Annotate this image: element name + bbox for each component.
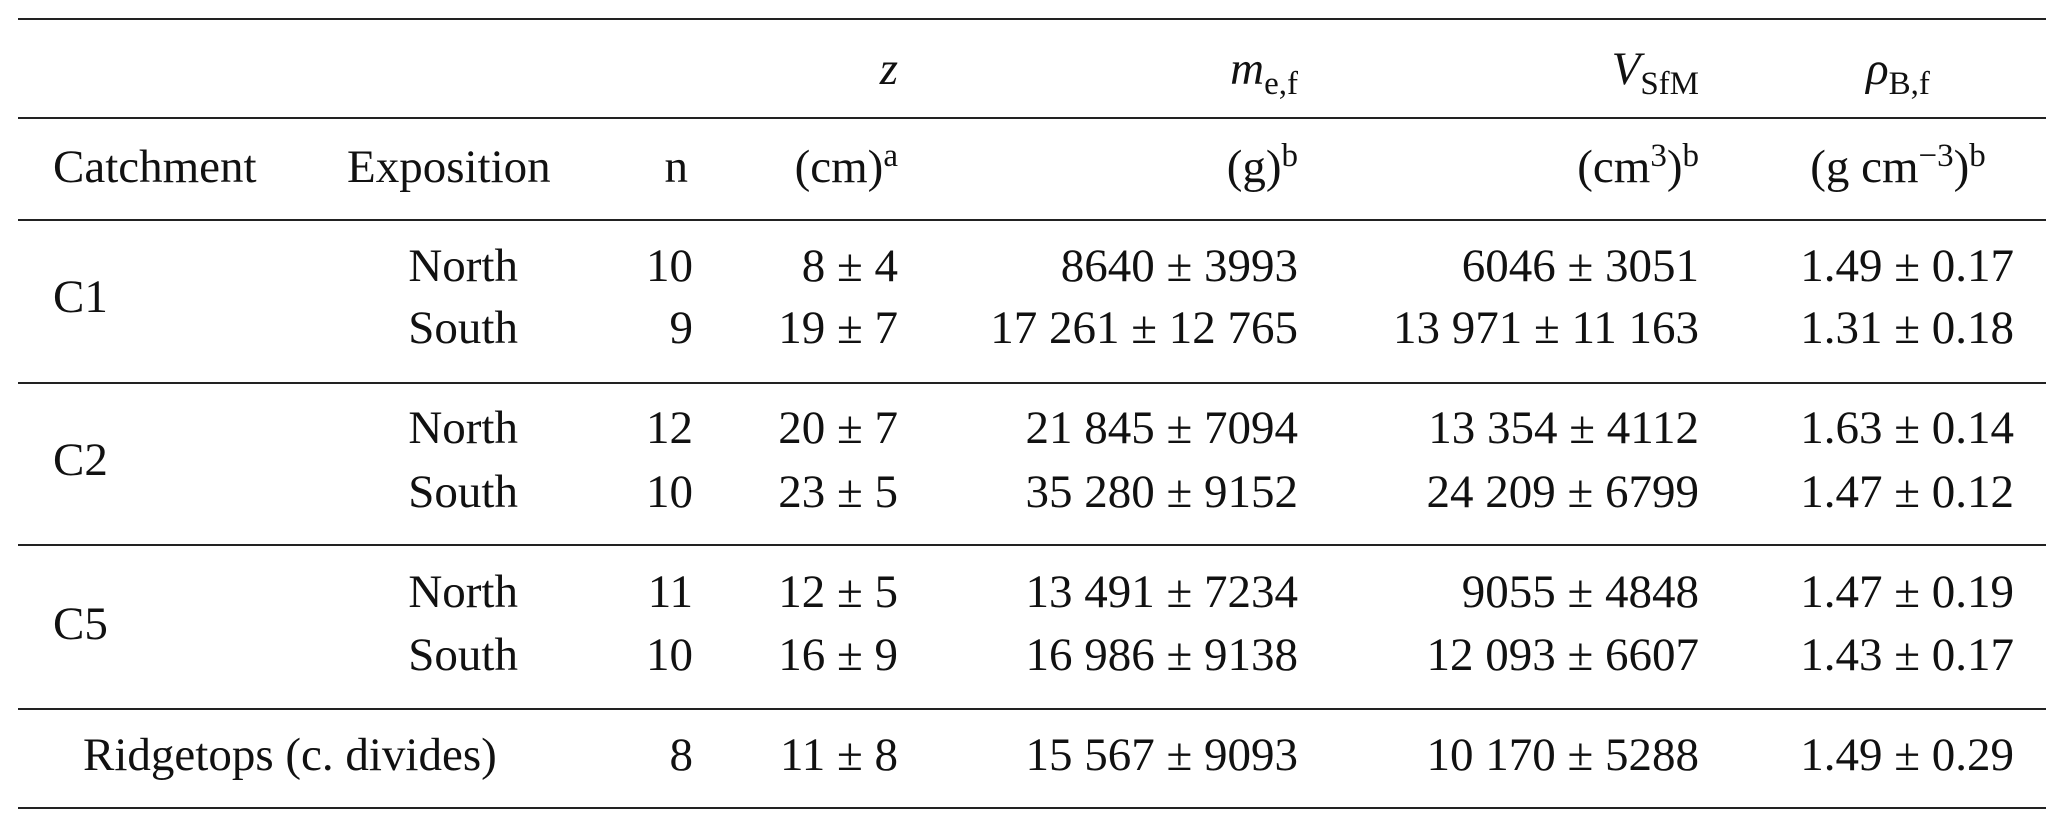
footnote-marker: b [1682,138,1700,174]
column-symbol: z [880,39,898,99]
value-cell: 19 ± 7 [778,302,898,354]
value-cell: 15 567 ± 9093 [1025,729,1298,781]
value-cell: 21 845 ± 7094 [1025,402,1298,454]
unit-exponent: 3 [1650,138,1667,174]
catchment-label: C5 [53,597,108,650]
value-cell: 8 ± 4 [801,240,898,292]
column-header: Catchment [53,141,257,193]
footnote-marker: a [883,138,898,174]
value-cell: 13 491 ± 7234 [1025,566,1298,618]
value-cell: 16 986 ± 9138 [1025,629,1298,681]
column-header: Exposition [347,141,551,193]
value-cell: 1.43 ± 0.17 [1800,629,2014,681]
exposition: North [408,240,518,292]
column-unit: (cm)a [795,137,898,197]
symbol-subscript: SfM [1640,66,1699,102]
value-cell: 10 170 ± 5288 [1426,729,1699,781]
column-unit: (cm3)b [1577,137,1699,197]
value-cell: 1.31 ± 0.18 [1800,302,2014,354]
unit: (g cm [1810,141,1919,193]
count-n: 10 [646,240,693,292]
table-rule [18,117,2046,119]
value-cell: 17 261 ± 12 765 [990,302,1298,354]
table-rule [18,708,2046,710]
symbol: ρ [1866,43,1889,95]
count-n: 10 [646,629,693,681]
value-cell: 9055 ± 4848 [1461,566,1699,618]
exposition: North [408,566,518,618]
column-symbol: ρB,f [1866,39,1930,102]
value-cell: 8640 ± 3993 [1060,240,1298,292]
symbol: z [879,43,898,95]
table-rule [18,544,2046,546]
column-unit: (g cm−3)b [1810,137,1986,197]
value-cell: 1.63 ± 0.14 [1800,402,2014,454]
symbol: V [1611,43,1641,95]
value-cell: 23 ± 5 [778,466,898,518]
unit-exponent: −3 [1918,138,1954,174]
unit: ) [1666,141,1683,193]
count-n: 8 [669,729,694,781]
value-cell: 24 209 ± 6799 [1426,466,1699,518]
value-cell: 6046 ± 3051 [1461,240,1699,292]
exposition: South [408,629,518,681]
unit: ) [1953,141,1970,193]
footnote-marker: b [1969,138,1986,174]
value-cell: 1.49 ± 0.17 [1800,240,2014,292]
table-rule [18,382,2046,384]
unit: (g) [1226,141,1282,193]
unit: (cm [1577,141,1651,193]
column-header it: n [664,141,689,193]
exposition: North [408,402,518,454]
count-n: 11 [647,566,693,618]
value-cell: 13 354 ± 4112 [1428,402,1699,454]
value-cell: 11 ± 8 [779,729,898,781]
value-cell: 13 971 ± 11 163 [1392,302,1699,354]
catchment-label: C2 [53,434,108,486]
exposition: South [408,302,518,354]
count-n: 9 [669,302,694,354]
value-cell: 16 ± 9 [778,629,898,681]
catchment-label: C1 [53,271,108,323]
table-rule [18,807,2046,809]
column-symbol: VSfM [1611,39,1699,102]
column-symbol: me,f [1230,39,1298,102]
count-n: 10 [646,466,693,518]
value-cell: 12 ± 5 [778,566,898,618]
value-cell: 1.47 ± 0.12 [1800,466,2014,518]
symbol: m [1230,43,1265,95]
table-rule [18,219,2046,221]
symbol-subscript: e,f [1264,66,1298,102]
exposition: South [408,466,518,518]
value-cell: 12 093 ± 6607 [1426,629,1699,681]
symbol-subscript: B,f [1888,66,1930,102]
unit: (cm) [794,141,884,193]
count-n: 12 [646,402,693,454]
ridgetops-label: Ridgetops (c. divides) [83,729,497,781]
table-rule [18,18,2046,20]
footnote-marker: b [1281,138,1299,174]
column-unit: (g)b [1227,137,1298,197]
value-cell: 35 280 ± 9152 [1025,466,1298,518]
value-cell: 1.47 ± 0.19 [1800,566,2014,618]
value-cell: 1.49 ± 0.29 [1800,729,2014,781]
value-cell: 20 ± 7 [778,402,898,454]
